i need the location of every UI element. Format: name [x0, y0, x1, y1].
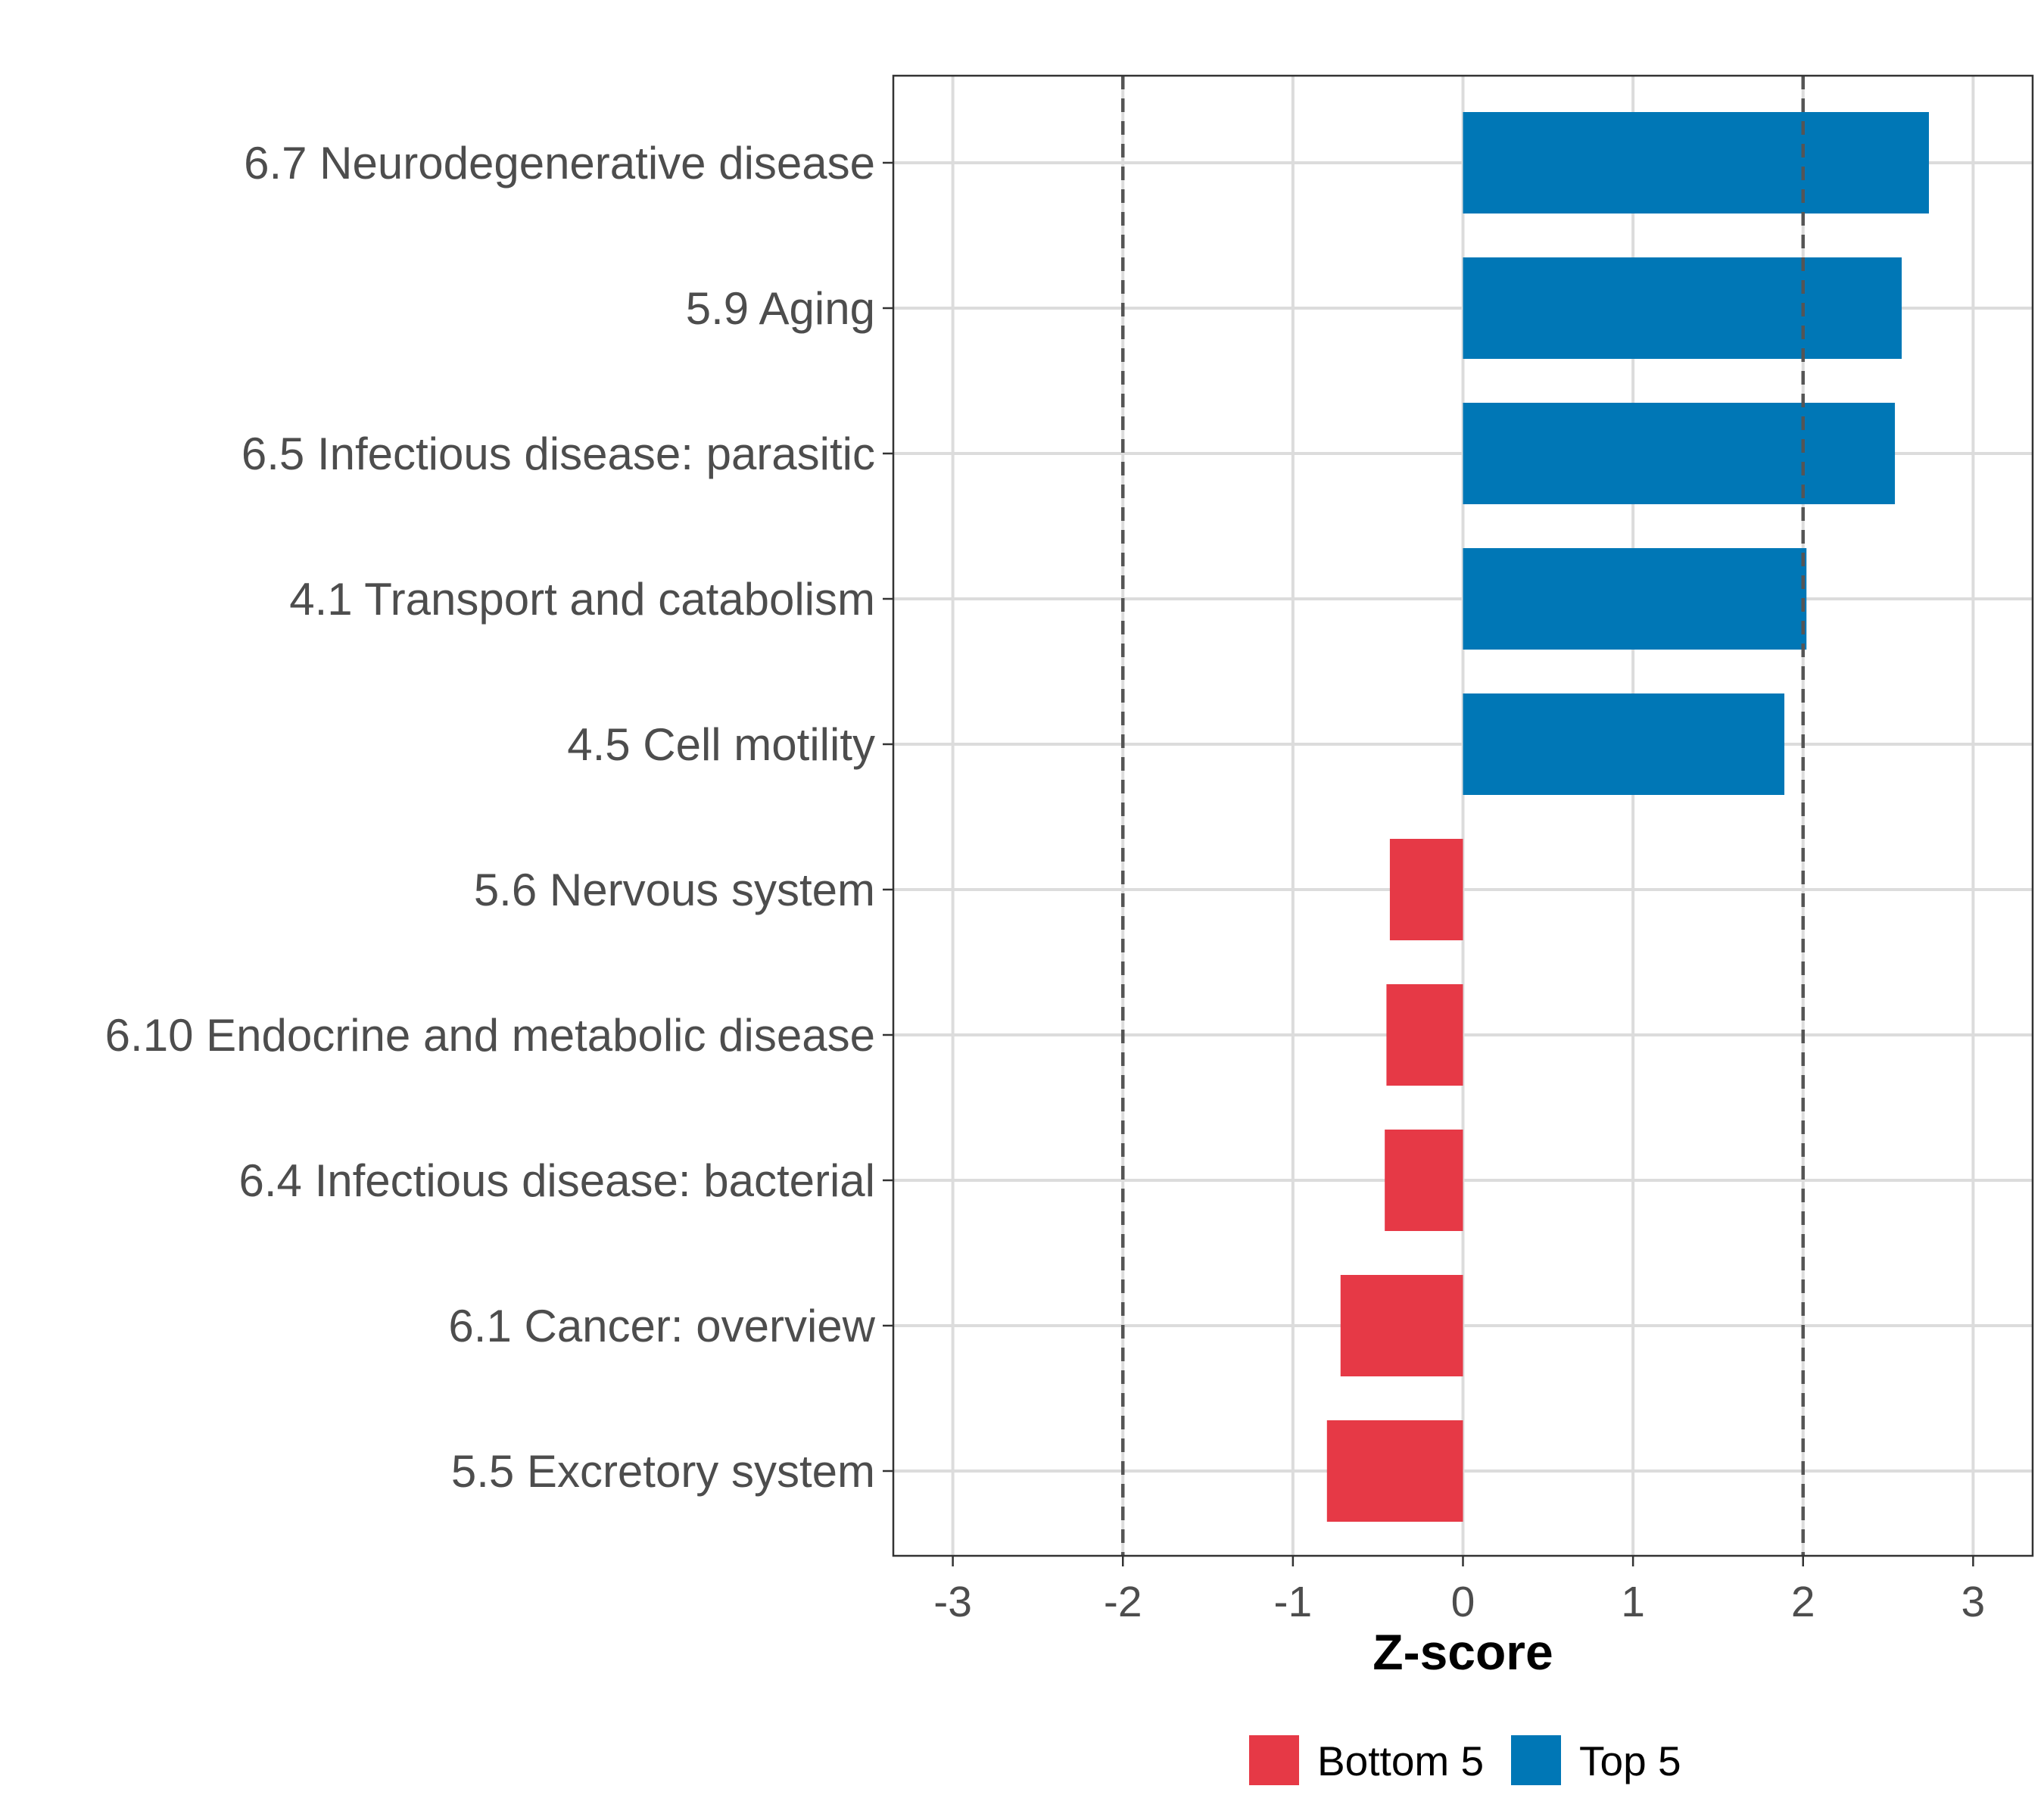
y-tick-label: 5.5 Excretory system [451, 1446, 875, 1497]
bar [1463, 257, 1902, 359]
bar [1463, 693, 1785, 795]
bar [1463, 548, 1807, 650]
legend-label: Bottom 5 [1317, 1738, 1484, 1784]
legend-key [1249, 1735, 1299, 1785]
x-tick-label: -3 [933, 1578, 972, 1626]
y-tick-label: 4.5 Cell motility [567, 719, 875, 770]
x-axis: -3 -2 -1 0 1 2 3 [933, 1556, 1985, 1626]
bar [1385, 1130, 1463, 1231]
bar [1386, 984, 1463, 1086]
legend-label: Top 5 [1579, 1738, 1681, 1784]
bar [1463, 403, 1896, 504]
x-tick-label: -2 [1104, 1578, 1142, 1626]
y-tick-label: 5.6 Nervous system [474, 865, 875, 915]
x-tick-label: -1 [1274, 1578, 1313, 1626]
y-tick-label: 6.1 Cancer: overview [448, 1301, 875, 1351]
y-axis: 6.7 Neurodegenerative disease 5.9 Aging 6.… [105, 138, 893, 1497]
bars [1326, 112, 1929, 1522]
x-tick-label: 1 [1621, 1578, 1645, 1626]
x-tick-label: 0 [1451, 1578, 1475, 1626]
y-tick-label: 6.7 Neurodegenerative disease [244, 138, 875, 189]
y-tick-label: 6.10 Endocrine and metabolic disease [105, 1010, 875, 1061]
bar [1463, 112, 1929, 213]
x-axis-title: Z-score [1373, 1624, 1553, 1680]
y-tick-label: 4.1 Transport and catabolism [289, 574, 875, 625]
y-tick-label: 6.5 Infectious disease: parasitic [241, 429, 875, 479]
legend-key [1511, 1735, 1561, 1785]
y-tick-label: 6.4 Infectious disease: bacterial [239, 1155, 876, 1206]
legend: Bottom 5 Top 5 [1249, 1735, 1681, 1785]
bar [1389, 839, 1463, 940]
reference-lines [1120, 76, 1806, 1556]
x-tick-label: 3 [1961, 1578, 1986, 1626]
y-tick-label: 5.9 Aging [686, 283, 875, 334]
bar [1326, 1420, 1463, 1522]
bar [1340, 1275, 1463, 1376]
x-tick-label: 2 [1791, 1578, 1815, 1626]
